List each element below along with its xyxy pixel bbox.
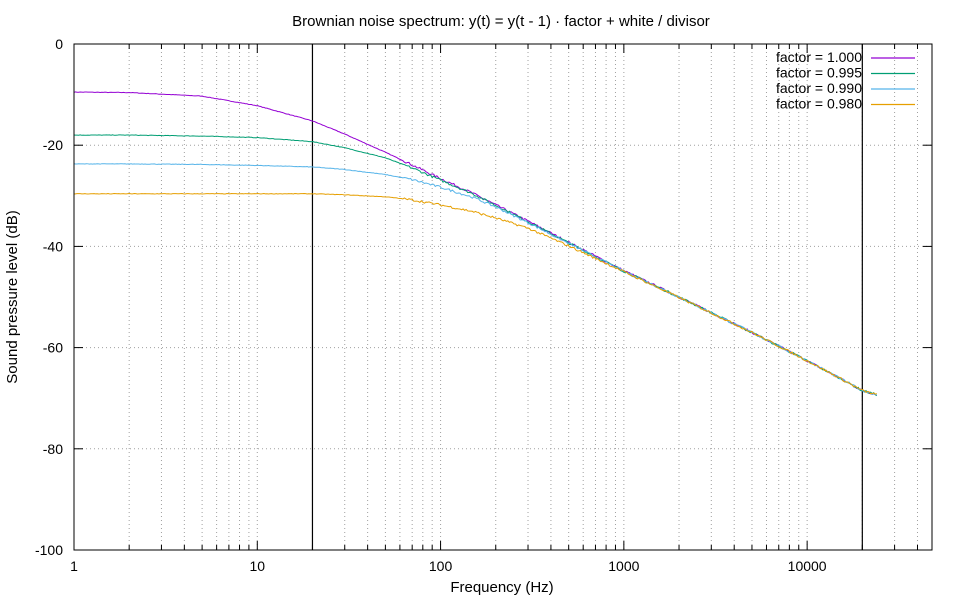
series-line-4 — [73, 193, 877, 395]
legend-label: factor = 0.980 — [776, 96, 862, 112]
y-axis-title: Sound pressure level (dB) — [4, 210, 21, 383]
x-tick-label: 1 — [70, 558, 78, 574]
x-axis-ticks: 1 10 100 1000 10000 — [70, 44, 918, 574]
x-tick-label: 100 — [429, 558, 453, 574]
x-axis-title: Frequency (Hz) — [450, 579, 553, 596]
y-tick-label: -20 — [43, 137, 63, 153]
x-tick-label: 10 — [249, 558, 265, 574]
x-tick-label: 10000 — [788, 558, 827, 574]
y-tick-label: -100 — [35, 542, 63, 558]
series-line-3 — [73, 163, 878, 396]
grid-layer — [73, 44, 932, 550]
chart-title: Brownian noise spectrum: y(t) = y(t - 1)… — [292, 13, 710, 30]
y-tick-label: -80 — [43, 441, 63, 457]
y-axis-ticks: 0 -20 -40 -60 -80 -100 — [35, 36, 932, 558]
series-line-1 — [73, 91, 878, 397]
legend-label: factor = 0.995 — [776, 65, 862, 81]
plot-frame — [73, 43, 933, 551]
x-tick-label: 1000 — [608, 558, 639, 574]
vertical-markers — [311, 44, 863, 550]
series-layer — [73, 91, 878, 397]
y-tick-label: -60 — [43, 340, 63, 356]
y-tick-label: -40 — [43, 238, 63, 254]
series-line-2 — [73, 134, 878, 397]
legend-label: factor = 0.990 — [776, 80, 862, 96]
y-tick-label: 0 — [55, 36, 63, 52]
legend-label: factor = 1.000 — [776, 49, 862, 65]
